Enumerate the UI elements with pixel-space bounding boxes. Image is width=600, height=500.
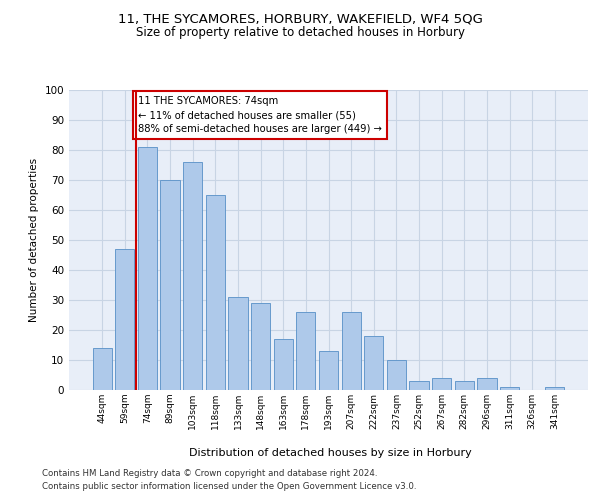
Bar [229,297,248,390]
Text: Contains public sector information licensed under the Open Government Licence v3: Contains public sector information licen… [42,482,416,491]
Bar [319,351,338,390]
Bar [455,381,474,390]
Bar [409,381,428,390]
Bar [500,387,519,390]
Y-axis label: Number of detached properties: Number of detached properties [29,158,39,322]
Bar [296,312,316,390]
Bar [160,180,180,390]
Text: 11, THE SYCAMORES, HORBURY, WAKEFIELD, WF4 5QG: 11, THE SYCAMORES, HORBURY, WAKEFIELD, W… [118,12,482,26]
Text: Size of property relative to detached houses in Horbury: Size of property relative to detached ho… [136,26,464,39]
Bar [545,387,565,390]
Bar [92,348,112,390]
Bar [364,336,383,390]
Bar [206,195,225,390]
Text: 11 THE SYCAMORES: 74sqm
← 11% of detached houses are smaller (55)
88% of semi-de: 11 THE SYCAMORES: 74sqm ← 11% of detache… [139,96,382,134]
Bar [183,162,202,390]
Bar [251,303,270,390]
Bar [274,339,293,390]
Bar [341,312,361,390]
Text: Distribution of detached houses by size in Horbury: Distribution of detached houses by size … [188,448,472,458]
Bar [138,147,157,390]
Bar [432,378,451,390]
Bar [477,378,497,390]
Bar [115,249,134,390]
Bar [387,360,406,390]
Text: Contains HM Land Registry data © Crown copyright and database right 2024.: Contains HM Land Registry data © Crown c… [42,468,377,477]
